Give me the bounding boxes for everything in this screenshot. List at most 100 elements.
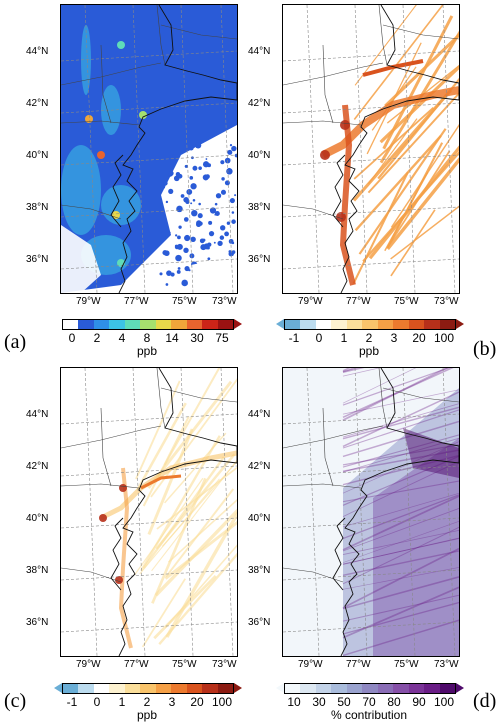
lon-label: 77°W xyxy=(346,659,371,670)
lon-label: 79°W xyxy=(76,296,101,307)
colorbar-swatch xyxy=(285,684,301,693)
lat-label: 44°N xyxy=(248,46,271,57)
colorbar-tick-label: 70 xyxy=(362,695,376,709)
colorbar-tick-label: 20 xyxy=(190,695,204,709)
colorbar-tick-label: 1 xyxy=(340,331,348,345)
field-layer xyxy=(61,5,237,293)
lat-label: 38°N xyxy=(26,202,49,213)
colorbar-swatch xyxy=(186,684,203,693)
map-canvas xyxy=(283,5,459,293)
colorbar-tick-label: 50 xyxy=(337,695,351,709)
colorbar-tick-label: -1 xyxy=(288,331,300,345)
lat-label: 36°N xyxy=(26,617,49,628)
colorbar-swatch xyxy=(63,320,79,329)
colorbar-unit: ppb xyxy=(358,344,380,358)
colorbar-swatch xyxy=(78,684,94,693)
colorbar-swatch xyxy=(331,684,347,693)
colorbar-max-arrow xyxy=(234,683,242,693)
colorbar-tick-label: 10 xyxy=(287,695,301,709)
lat-label: 44°N xyxy=(26,46,49,57)
colorbar-swatch xyxy=(377,320,394,329)
map-panel-a xyxy=(60,4,238,294)
lat-label: 36°N xyxy=(248,617,271,628)
lon-label: 79°W xyxy=(298,659,323,670)
state-boundaries xyxy=(61,368,237,583)
lat-label: 44°N xyxy=(248,409,271,420)
lon-label: 77°W xyxy=(346,296,371,307)
lat-label: 42°N xyxy=(26,98,49,109)
colorbar-min-arrow xyxy=(276,683,284,693)
colorbar-max-arrow xyxy=(456,319,464,329)
colorbar-swatch xyxy=(93,320,110,329)
colorbar-swatch xyxy=(393,320,409,329)
map-panel-c xyxy=(60,367,238,657)
lat-label: 44°N xyxy=(26,409,49,420)
colorbar-min-arrow xyxy=(54,319,62,329)
panel-label: (c) xyxy=(4,690,27,712)
colorbar-swatch xyxy=(171,320,187,329)
colorbar-tick-label: 2 xyxy=(365,331,373,345)
lon-label: 73°W xyxy=(212,659,237,670)
lat-label: 40°N xyxy=(248,150,271,161)
colorbar-swatch xyxy=(346,320,363,329)
graticule xyxy=(283,5,459,293)
lat-label: 38°N xyxy=(26,565,49,576)
map-canvas xyxy=(61,368,237,656)
colorbar-tick-label: 0 xyxy=(93,695,101,709)
lon-label: 73°W xyxy=(212,296,237,307)
colorbar-min-arrow xyxy=(276,319,284,329)
lon-label: 75°W xyxy=(394,296,419,307)
colorbar-swatch xyxy=(408,684,425,693)
colorbar-tick-label: 1 xyxy=(118,695,126,709)
colorbar-tick-label: 3 xyxy=(168,695,176,709)
lat-label: 38°N xyxy=(248,565,271,576)
colorbar-swatch xyxy=(217,320,233,329)
lon-label: 77°W xyxy=(124,296,149,307)
colorbar-tick-label: 14 xyxy=(165,331,179,345)
colorbar-tick-label: 80 xyxy=(387,695,401,709)
lon-label: 75°W xyxy=(172,296,197,307)
colorbar-swatch xyxy=(424,320,440,329)
coastline xyxy=(332,5,459,293)
map-panel-d xyxy=(282,367,460,657)
lat-label: 36°N xyxy=(26,254,49,265)
colorbar-swatch xyxy=(377,684,394,693)
colorbar-tick-label: -1 xyxy=(66,695,78,709)
colorbar-max-arrow xyxy=(234,319,242,329)
colorbar-swatch xyxy=(155,684,172,693)
colorbar-swatch xyxy=(439,320,455,329)
lon-label: 73°W xyxy=(434,659,459,670)
coastline xyxy=(110,5,237,293)
colorbar xyxy=(54,319,242,330)
coastline xyxy=(332,368,459,656)
panel-label: (b) xyxy=(473,338,497,360)
lon-label: 79°W xyxy=(298,296,323,307)
colorbar-swatch xyxy=(300,684,316,693)
colorbar-tick-label: 30 xyxy=(312,695,326,709)
colorbar-tick-label: 90 xyxy=(412,695,426,709)
colorbar-swatch xyxy=(124,320,141,329)
lat-label: 42°N xyxy=(26,461,49,472)
colorbar-max-arrow xyxy=(456,683,464,693)
graticule xyxy=(283,368,459,656)
field-layer xyxy=(342,368,459,656)
lat-label: 42°N xyxy=(248,98,271,109)
colorbar-min-arrow xyxy=(54,683,62,693)
map-canvas xyxy=(61,5,237,293)
lon-label: 75°W xyxy=(394,659,419,670)
colorbar-tick-label: 0 xyxy=(315,331,323,345)
colorbar-swatch xyxy=(315,684,332,693)
colorbar-unit: % contribution xyxy=(330,708,408,722)
panel-label: (d) xyxy=(473,690,497,712)
lat-label: 40°N xyxy=(26,513,49,524)
colorbar xyxy=(54,683,242,694)
map-panel-b xyxy=(282,4,460,294)
colorbar-tick-label: 2 xyxy=(143,695,151,709)
colorbar-swatch xyxy=(171,684,187,693)
colorbar-swatch xyxy=(155,320,172,329)
colorbar-swatch xyxy=(78,320,94,329)
lat-label: 40°N xyxy=(26,150,49,161)
lon-label: 73°W xyxy=(434,296,459,307)
colorbar-swatch xyxy=(140,684,156,693)
colorbar-tick-label: 100 xyxy=(433,331,455,345)
